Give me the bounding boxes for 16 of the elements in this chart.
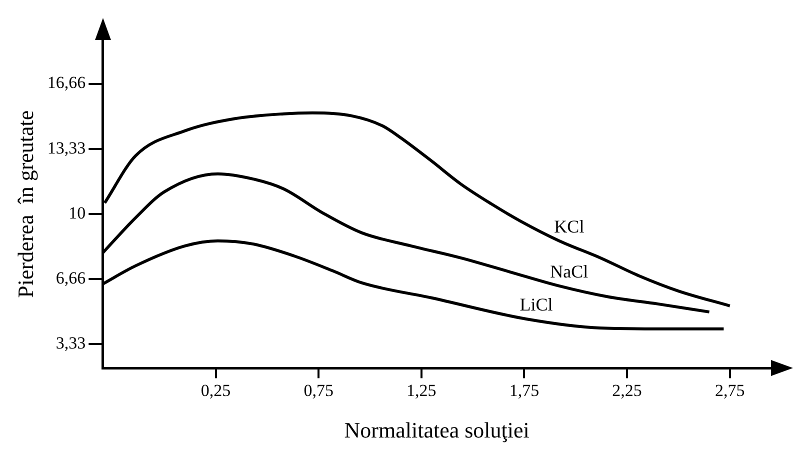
x-tick-label: 0,25 [200,380,231,400]
series-label: NaCl [550,262,588,282]
series-label: KCl [554,216,584,237]
x-tick-label: 1,75 [509,380,540,400]
x-tick-label: 1,25 [406,380,436,400]
x-axis-title: Normalitatea soluţiei [344,418,530,443]
y-axis-title: Pierderea în greutate [12,110,38,298]
y-tick-label: 10 [68,203,86,222]
x-tick-label: 2,25 [612,380,642,400]
y-tick-label: 6,66 [56,268,86,288]
y-tick-label: 3,33 [56,334,86,353]
y-tick-label: 13,33 [47,138,86,158]
x-tick-label: 0,75 [304,380,334,400]
y-tick-label: 16,66 [47,73,86,92]
x-tick-label: 2,75 [714,380,745,400]
series-label: LiCl [520,294,553,315]
